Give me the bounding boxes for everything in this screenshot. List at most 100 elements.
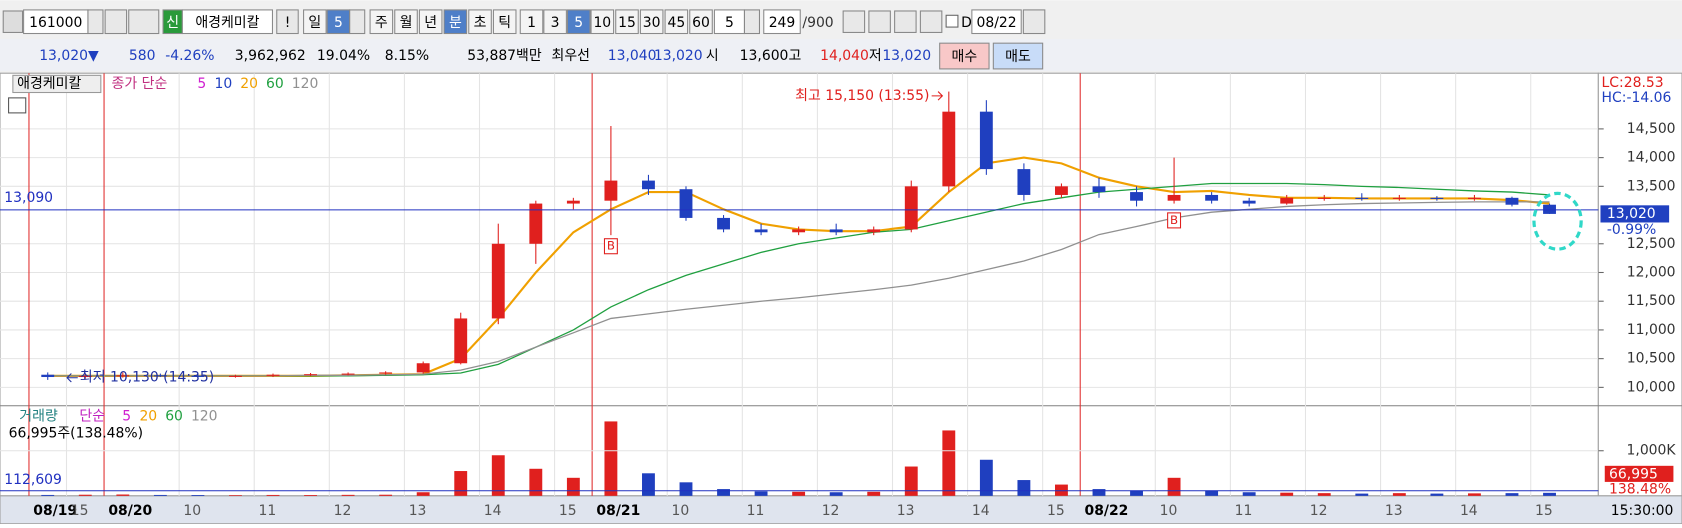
period-button[interactable] — [519, 9, 544, 35]
range-box-label[interactable]: 249 — [769, 15, 796, 31]
lc-label: LC:28.53 — [1602, 75, 1664, 91]
period-button-label[interactable]: 초 — [474, 15, 487, 31]
y-tick-label: 11,500 — [1627, 293, 1676, 309]
candle-body — [1167, 194, 1181, 201]
dropdown[interactable] — [743, 9, 761, 35]
candle-body — [604, 180, 618, 201]
candle-body — [1205, 194, 1219, 201]
period-button[interactable] — [615, 9, 639, 35]
period-button[interactable] — [590, 9, 615, 35]
period-button[interactable] — [566, 9, 591, 35]
volume-bar — [604, 421, 618, 496]
high-annotation: 최고 15,150 (13:55) — [795, 88, 929, 104]
period-button-label[interactable]: 분 — [449, 15, 462, 31]
volume-legend-name: 거래량 — [19, 408, 58, 424]
tool-icon[interactable] — [868, 10, 891, 33]
legend-entry: 120 — [292, 76, 319, 92]
time-axis — [0, 495, 1682, 525]
sell-button[interactable] — [992, 42, 1044, 70]
quote-field: 53,887백만 — [467, 48, 542, 64]
quote-field: -4.26% — [165, 48, 214, 64]
table-icon[interactable] — [8, 97, 27, 114]
period-button-label[interactable]: 월 — [400, 15, 413, 31]
candle-body — [792, 229, 806, 233]
search-icon[interactable] — [104, 9, 128, 35]
date-box-label[interactable]: 08/22 — [976, 15, 1016, 31]
period-button[interactable] — [664, 9, 689, 35]
buy-button-label[interactable]: 매수 — [952, 49, 978, 65]
legend-name: 애경케미칼 — [17, 76, 81, 92]
tool-icon[interactable] — [894, 10, 917, 33]
period-button-label[interactable]: 60 — [692, 15, 710, 31]
quote-bar — [0, 38, 1682, 72]
range-box[interactable] — [763, 9, 801, 35]
candle-body — [904, 186, 918, 230]
name-box[interactable] — [181, 9, 274, 35]
quote-field: 13,040 — [608, 48, 657, 64]
period-button[interactable] — [468, 9, 492, 35]
period-button[interactable] — [443, 9, 468, 35]
period-button[interactable] — [689, 9, 713, 35]
period-button-label[interactable]: 45 — [667, 15, 685, 31]
x-tick-label: 08/19 — [33, 503, 77, 519]
tool-icon[interactable] — [842, 10, 866, 33]
period-button-label[interactable]: 일 — [308, 15, 321, 31]
period-button-label[interactable]: 15 — [618, 15, 636, 31]
period-button-label[interactable]: 1 — [527, 15, 536, 31]
volume-legend-method: 단순 — [79, 408, 105, 424]
volume-bar — [1467, 493, 1481, 496]
code-box-label[interactable]: 161000 — [29, 15, 82, 31]
period-button-label[interactable]: 주 — [375, 15, 388, 31]
candle-body — [717, 217, 730, 230]
period-button-label[interactable]: 5 — [574, 15, 583, 31]
alert-button[interactable] — [276, 9, 299, 35]
checkbox[interactable] — [945, 14, 959, 28]
signal-label: B — [607, 239, 615, 253]
date-check-label: D — [961, 15, 972, 31]
date-box[interactable] — [971, 9, 1022, 35]
period-button-label[interactable]: 5 — [334, 15, 343, 31]
period-button-label[interactable]: 틱 — [498, 15, 511, 31]
count-box-label[interactable]: 5 — [725, 15, 734, 31]
period-button-label[interactable]: 10 — [593, 15, 611, 31]
candle-body — [1130, 192, 1143, 201]
alert-button-label[interactable]: ! — [285, 15, 291, 31]
period-button[interactable] — [303, 9, 327, 35]
buy-button[interactable] — [939, 42, 990, 70]
volume-bar — [1130, 490, 1143, 496]
quote-field: 8.15% — [385, 48, 429, 64]
candle-body — [679, 189, 693, 218]
quote-field: 13,020 — [882, 48, 931, 64]
volume-bar — [1543, 492, 1556, 496]
volume-bar — [829, 492, 843, 496]
quote-field: 최우선 — [552, 48, 590, 64]
period-button[interactable] — [639, 9, 664, 35]
period-button-label[interactable]: 년 — [424, 15, 437, 31]
period-button[interactable] — [543, 9, 567, 35]
badge-label[interactable]: 신 — [166, 15, 179, 31]
period-button[interactable] — [369, 9, 394, 35]
candle-body — [642, 180, 655, 190]
calendar-icon[interactable] — [1022, 9, 1046, 35]
candle-body — [829, 229, 843, 233]
name-box-label[interactable]: 애경케미칼 — [195, 15, 259, 31]
period-button-label[interactable]: 3 — [551, 15, 560, 31]
x-tick-label: 11 — [747, 503, 765, 519]
period-button[interactable] — [418, 9, 443, 35]
speaker-icon[interactable] — [128, 9, 160, 35]
candle-body — [979, 111, 993, 170]
sell-button-label[interactable]: 매도 — [1005, 49, 1031, 65]
candle-body — [942, 111, 956, 187]
arrow — [66, 373, 78, 383]
period-button[interactable] — [394, 9, 418, 35]
tool-icon[interactable] — [919, 10, 943, 33]
quote-field: 13,020▼ — [39, 48, 99, 64]
candle-body — [1280, 197, 1294, 204]
period-button[interactable] — [492, 9, 517, 35]
signal-label: B — [1170, 213, 1178, 227]
dropdown[interactable] — [87, 9, 104, 35]
volume-bar — [792, 491, 806, 496]
dropdown[interactable] — [349, 9, 366, 35]
period-button-label[interactable]: 30 — [643, 15, 661, 31]
